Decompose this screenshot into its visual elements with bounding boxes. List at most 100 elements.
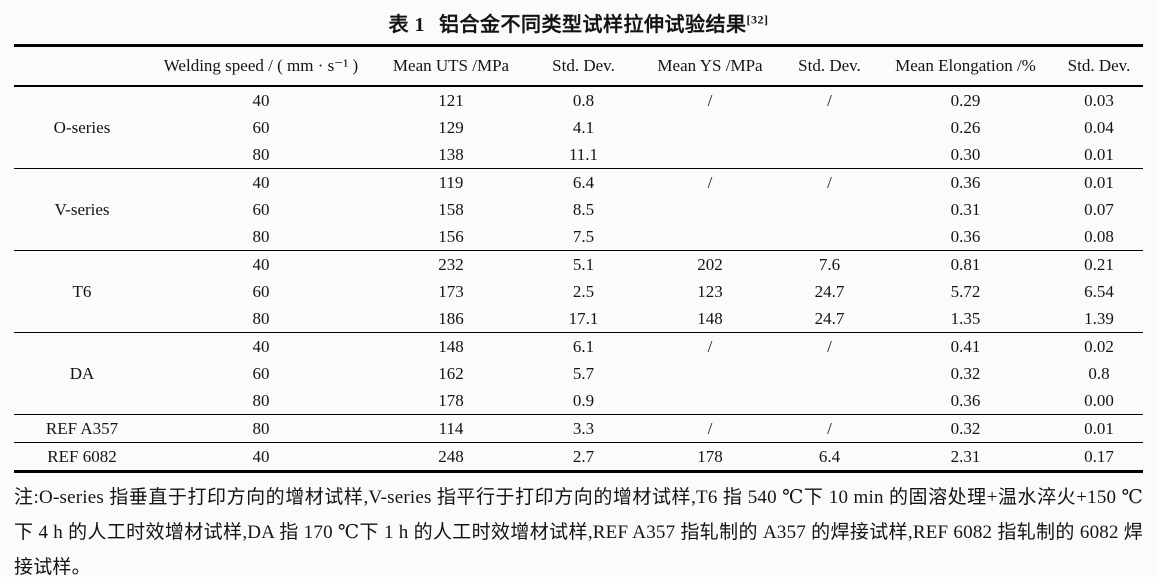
table-cell: 0.29 (950, 90, 981, 110)
table-cell: 40 (150, 442, 372, 472)
table-cell (783, 360, 876, 387)
table-cell: 0.9 (572, 390, 595, 410)
row-group-label: DA (14, 332, 150, 415)
table-cell: 80 (150, 414, 372, 443)
table-cell: 0.31 (950, 199, 981, 219)
table-row: V-series 40 119 6.4 / / 0.36 0.01 (14, 168, 1143, 251)
table-cell (637, 114, 783, 141)
table-cell: 162 (438, 363, 464, 383)
table-cell: 0.36 (876, 168, 1055, 196)
table-cell: 24.7 (814, 281, 845, 301)
table-cell: / (637, 168, 783, 196)
table-row: REF A357 80 114 3.3 / / 0.32 0.01 (14, 414, 1143, 443)
table-cell: 80 (252, 390, 270, 410)
table-cell: 0.30 (950, 144, 981, 164)
table-cell: 60 (252, 199, 270, 219)
table-cell: 0.08 (1084, 226, 1114, 246)
table-cell: 0.21 (1055, 250, 1143, 278)
table-cell (783, 114, 876, 141)
table-cell: 7.6 (783, 250, 876, 278)
table-title: 表 1 铝合金不同类型试样拉伸试验结果[32] (0, 0, 1157, 44)
table-cell: 6.1 (530, 332, 637, 360)
table-row: 60 173 2.5 123 24.7 5.72 6.54 (14, 278, 1143, 305)
table-cell (637, 141, 783, 169)
table-row: 60 162 5.7 0.32 0.8 (14, 360, 1143, 387)
table-cell (637, 360, 783, 387)
table-cell: 178 (438, 390, 464, 410)
row-group-label: T6 (14, 250, 150, 333)
table-cell: 6.4 (783, 442, 876, 472)
table-cell: 17.1 (568, 308, 599, 328)
row-group-label: REF 6082 (14, 442, 150, 472)
table-row: REF 6082 40 248 2.7 178 6.4 2.31 0.17 (14, 442, 1143, 472)
table-cell: 0.03 (1084, 90, 1114, 110)
column-header-mean-ys: Mean YS /MPa (637, 45, 783, 87)
column-header-empty (14, 45, 150, 87)
table-cell: 60 (252, 117, 270, 137)
table-cell: 0.36 (950, 390, 981, 410)
column-header-mean-elongation: Mean Elongation /% (876, 45, 1055, 87)
table-cell: 178 (637, 442, 783, 472)
table-cell: 0.26 (950, 117, 981, 137)
table-cell: 0.36 (950, 226, 981, 246)
table-row: DA 40 148 6.1 / / 0.41 0.02 (14, 332, 1143, 415)
table-cell: / (707, 90, 713, 110)
table-row: O-series 40 121 0.8 / / 0.29 0.03 (14, 86, 1143, 137)
column-header-std-dev-ys: Std. Dev. (783, 45, 876, 87)
table-cell: 0.17 (1055, 442, 1143, 472)
table-cell: 186 (438, 308, 464, 328)
table-title-text: 铝合金不同类型试样拉伸试验结果 (439, 14, 747, 36)
table-cell (637, 196, 783, 223)
table-cell (783, 141, 876, 169)
table-cell: 248 (372, 442, 530, 472)
table-cell: 114 (372, 414, 530, 443)
table-cell: 5.1 (530, 250, 637, 278)
table-cell: / (783, 414, 876, 443)
table-cell: 148 (697, 308, 723, 328)
column-header-welding-speed: Welding speed / ( mm · s⁻¹ ) (150, 45, 372, 87)
table-cell: 0.00 (1084, 390, 1114, 410)
table-cell: 0.01 (1084, 144, 1114, 164)
table-cell: 158 (438, 199, 464, 219)
table-row: T6 40 232 5.1 202 7.6 0.81 0.21 (14, 250, 1143, 333)
table-row: 80 138 11.1 0.30 0.01 (14, 141, 1143, 169)
table-row: 60 129 4.1 0.26 0.04 (14, 114, 1143, 141)
table-cell: 148 (372, 332, 530, 360)
table-cell: 123 (697, 281, 723, 301)
table-cell: 1.39 (1084, 308, 1114, 328)
table-cell: 40 (252, 90, 270, 110)
table-cell: 3.3 (530, 414, 637, 443)
table-cell (637, 223, 783, 251)
table-cell: / (783, 168, 876, 196)
table-cell: 5.72 (950, 281, 981, 301)
table-cell: 0.32 (950, 363, 981, 383)
table-cell: 80 (252, 144, 270, 164)
table-cell: 8.5 (572, 199, 595, 219)
table-cell (783, 196, 876, 223)
table-cell: 2.7 (530, 442, 637, 472)
table-cell: 40 (150, 332, 372, 360)
table-cell: / (827, 90, 832, 110)
table-cell: 2.5 (572, 281, 595, 301)
citation-superscript: [32] (746, 12, 769, 27)
table-cell: 0.04 (1084, 117, 1114, 137)
table-cell: 80 (252, 308, 270, 328)
header-row: Welding speed / ( mm · s⁻¹ ) Mean UTS /M… (14, 45, 1143, 87)
row-group-label: REF A357 (14, 414, 150, 443)
table-cell (783, 223, 876, 251)
table-row: 80 186 17.1 148 24.7 1.35 1.39 (14, 305, 1143, 333)
table-cell: 0.41 (876, 332, 1055, 360)
table-cell: / (637, 414, 783, 443)
table-cell: 60 (252, 281, 270, 301)
table-cell: 119 (372, 168, 530, 196)
table-cell: 11.1 (568, 144, 599, 164)
table-cell: 202 (637, 250, 783, 278)
table-row: 80 156 7.5 0.36 0.08 (14, 223, 1143, 251)
table-cell: 0.8 (572, 90, 595, 110)
table-cell: 60 (252, 363, 270, 383)
table-row: 60 158 8.5 0.31 0.07 (14, 196, 1143, 223)
table-cell: 232 (372, 250, 530, 278)
table-cell: 24.7 (814, 308, 845, 328)
table-cell (637, 387, 783, 415)
